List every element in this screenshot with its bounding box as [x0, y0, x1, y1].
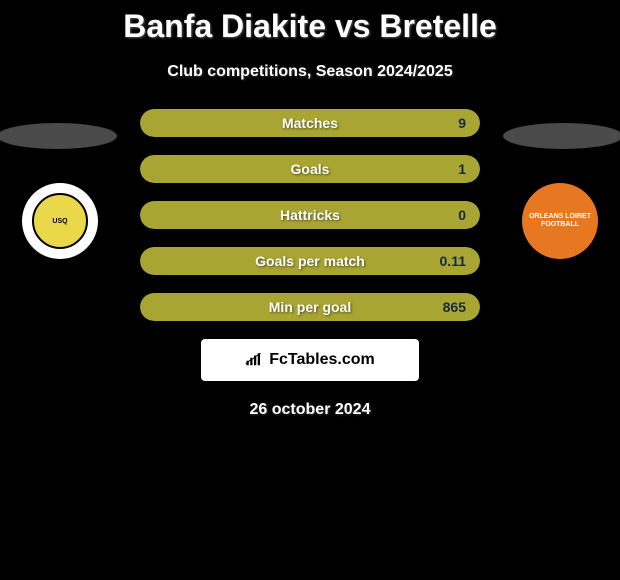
player-ellipse-left — [0, 123, 117, 149]
stat-value-right: 0 — [458, 207, 466, 223]
stat-label: Hattricks — [280, 207, 340, 223]
subtitle: Club competitions, Season 2024/2025 — [0, 63, 620, 81]
chart-bar-icon — [245, 353, 263, 367]
stats-container: Matches 9 Goals 1 Hattricks 0 Goals per … — [140, 109, 480, 321]
stat-label: Goals — [291, 161, 330, 177]
stat-value-right: 9 — [458, 115, 466, 131]
stat-bar-gpm: Goals per match 0.11 — [140, 247, 480, 275]
club-logo-right-text: ORLEANS LOIRET FOOTBALL — [522, 209, 598, 232]
branding-text: FcTables.com — [269, 351, 375, 369]
stat-value-right: 0.11 — [440, 253, 466, 269]
stat-label: Matches — [282, 115, 338, 131]
stat-bar-hattricks: Hattricks 0 — [140, 201, 480, 229]
stat-bar-mpg: Min per goal 865 — [140, 293, 480, 321]
branding-box[interactable]: FcTables.com — [201, 339, 419, 381]
page-title: Banfa Diakite vs Bretelle — [0, 0, 620, 45]
date-text: 26 october 2024 — [0, 401, 620, 419]
player-ellipse-right — [503, 123, 620, 149]
stat-label: Goals per match — [255, 253, 365, 269]
club-logo-left-badge: USQ — [32, 193, 88, 249]
club-logo-left: USQ — [22, 183, 98, 259]
stat-value-right: 1 — [458, 161, 466, 177]
stat-bar-matches: Matches 9 — [140, 109, 480, 137]
club-logo-right: ORLEANS LOIRET FOOTBALL — [522, 183, 598, 259]
stat-value-right: 865 — [443, 299, 466, 315]
stat-label: Min per goal — [269, 299, 351, 315]
stat-bar-goals: Goals 1 — [140, 155, 480, 183]
